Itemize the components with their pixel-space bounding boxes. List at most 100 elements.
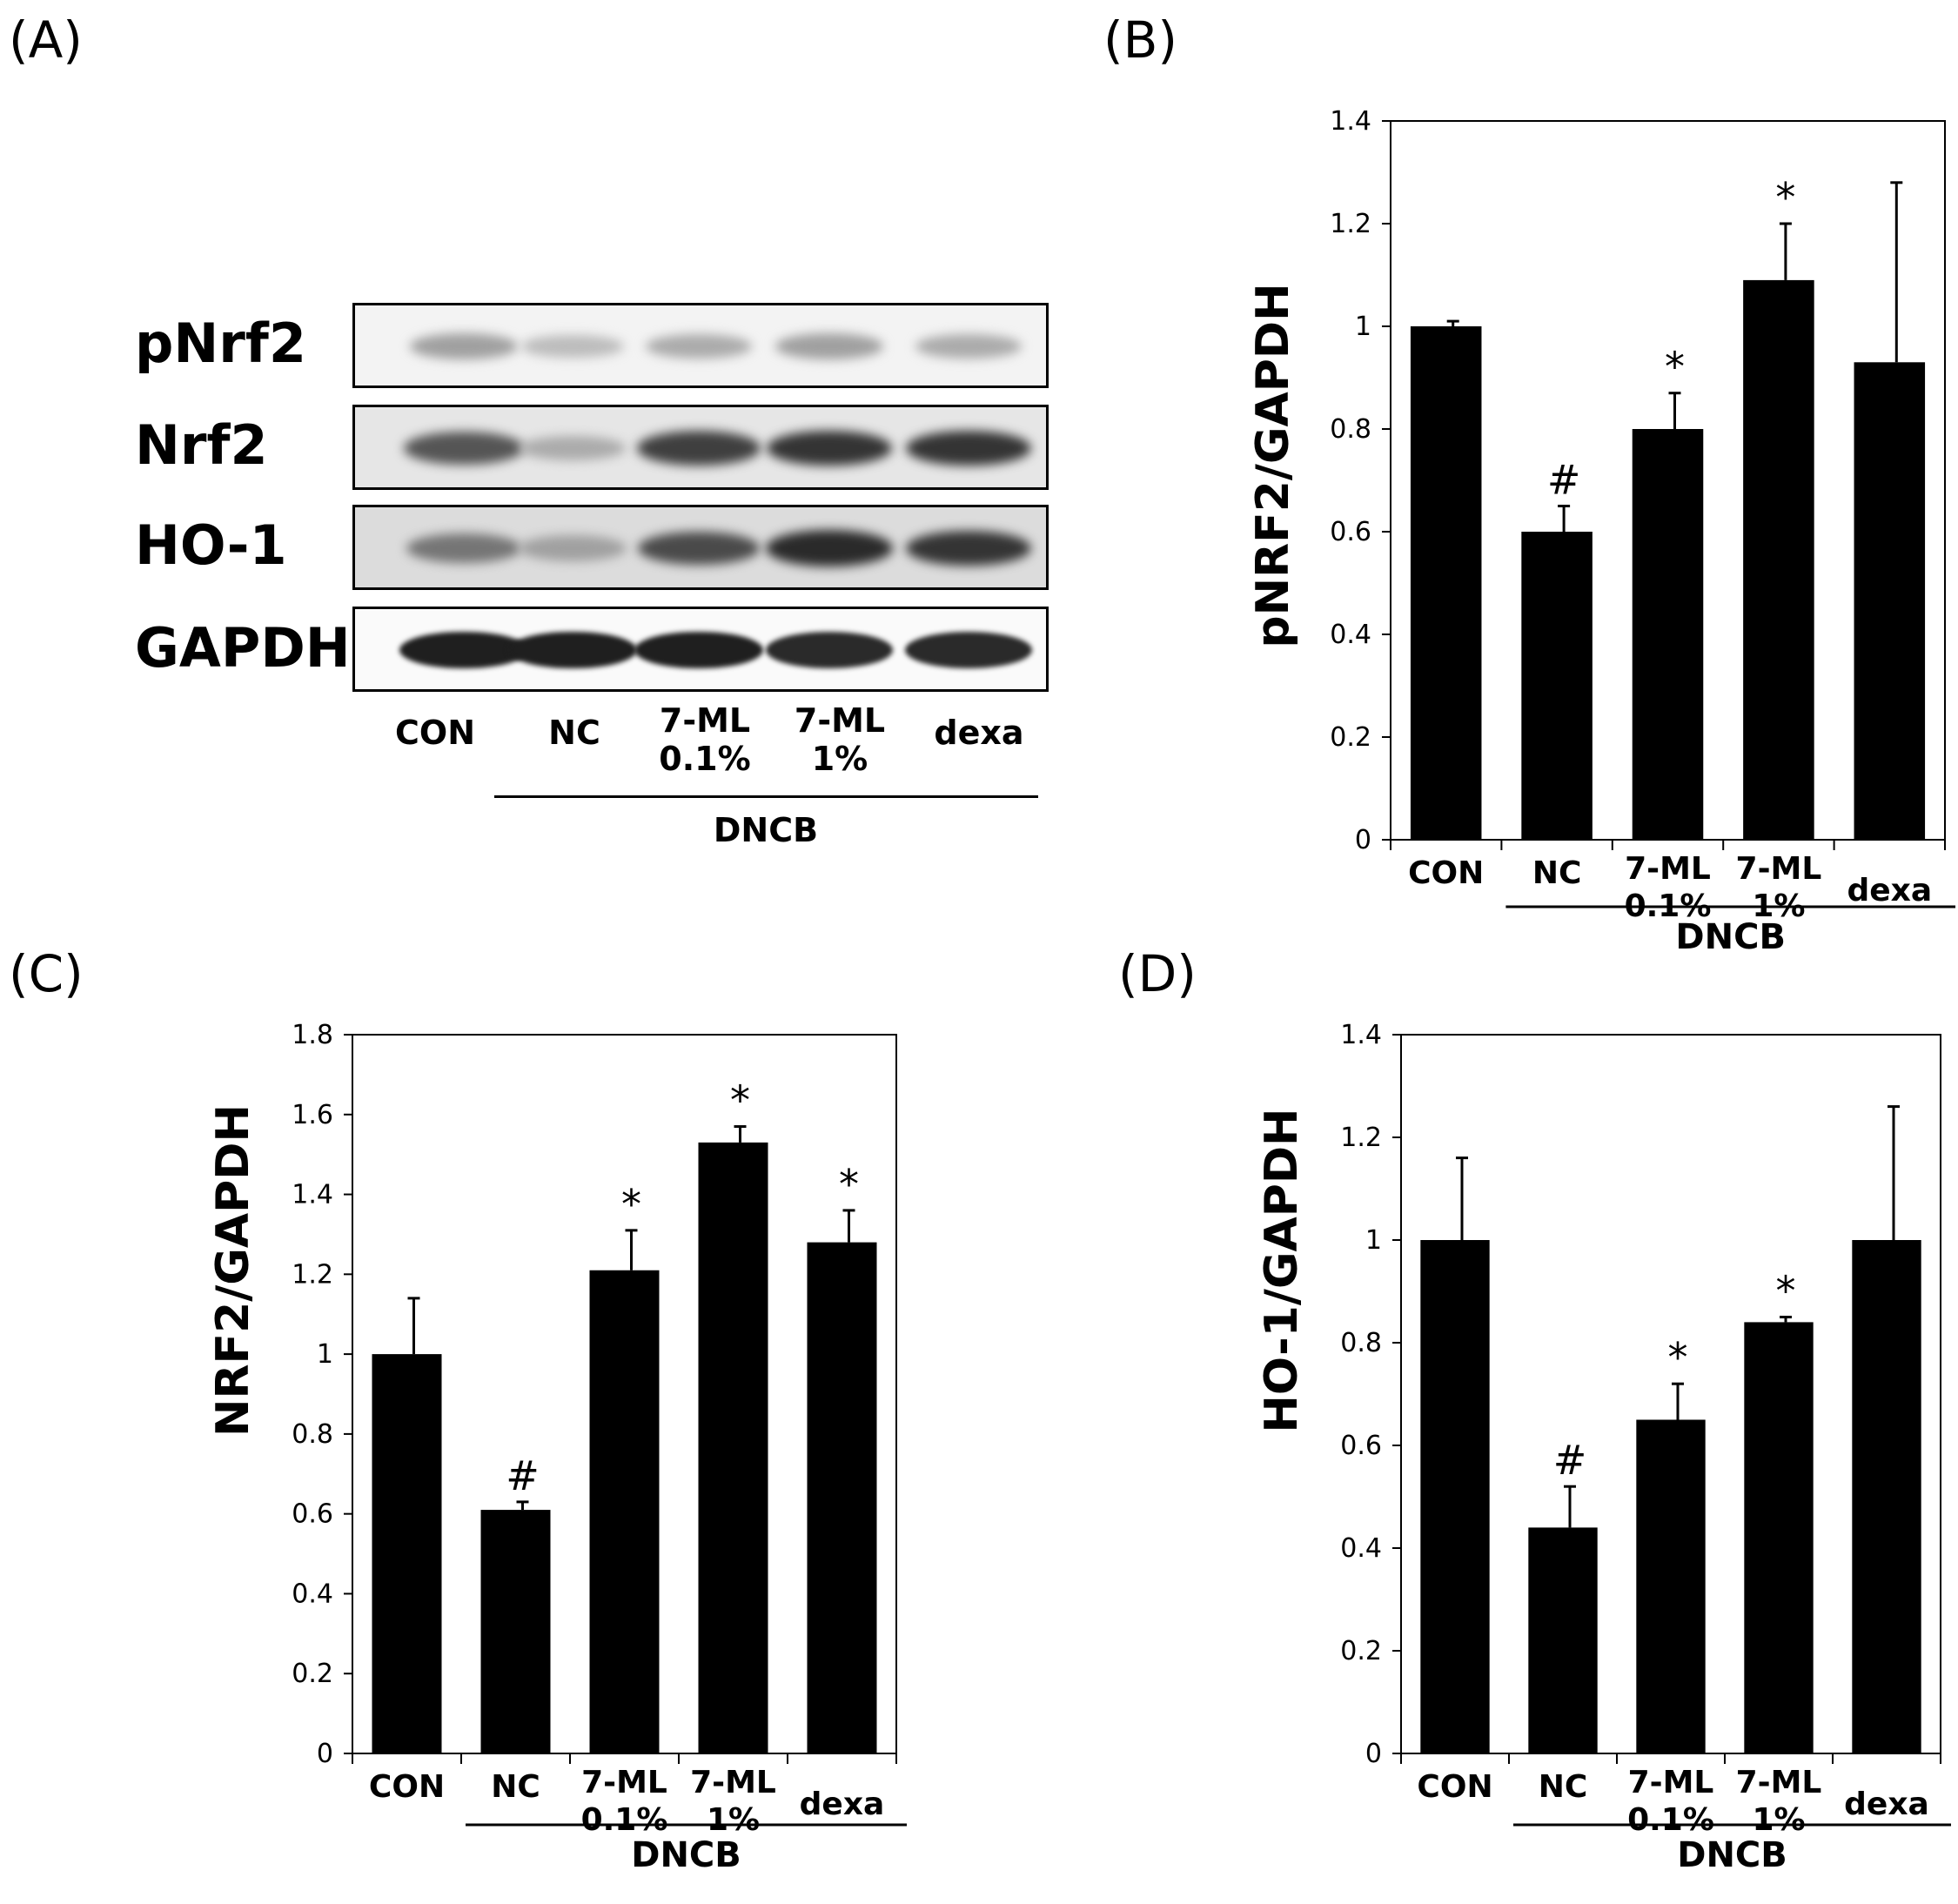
- significance-mark: *: [839, 1161, 859, 1208]
- lane-label: 7-ML 0.1%: [659, 701, 751, 778]
- y-tick-label: 1.4: [1340, 1020, 1382, 1050]
- y-axis-label: NRF2/GAPDH: [207, 1104, 259, 1437]
- dncb-group-label: DNCB: [631, 1835, 741, 1875]
- y-tick-label: 0.2: [1330, 722, 1371, 753]
- dncb-group-line: [494, 795, 1038, 798]
- blot-band: [399, 631, 528, 669]
- y-tick-label: 0.6: [292, 1499, 333, 1530]
- blot-strip-ho1: [352, 505, 1049, 590]
- bar: [480, 1510, 551, 1753]
- lane-label: 7-ML 1%: [794, 701, 886, 778]
- x-tick-label: dexa: [1847, 873, 1932, 908]
- dncb-group-label: DNCB: [713, 811, 819, 849]
- dncb-group-label: DNCB: [1675, 917, 1786, 957]
- y-tick-label: 0.8: [1340, 1328, 1382, 1358]
- significance-mark: #: [1553, 1437, 1587, 1484]
- lane-label: NC: [548, 714, 600, 752]
- blot-band: [905, 632, 1032, 668]
- blot-band: [906, 530, 1031, 567]
- panel-letter-c: (C): [9, 944, 84, 1003]
- x-tick-label: 7-ML: [1625, 851, 1711, 887]
- y-tick-label: 0.6: [1340, 1431, 1382, 1461]
- bar: [589, 1270, 660, 1753]
- x-tick-label: dexa: [1844, 1787, 1929, 1822]
- blot-band: [638, 531, 760, 566]
- blot-row-label: HO-1: [135, 513, 287, 577]
- x-tick-label: 7-ML: [581, 1765, 667, 1800]
- blot-band: [634, 631, 763, 669]
- x-tick-label: 7-ML: [690, 1765, 776, 1800]
- y-tick-label: 1: [1355, 312, 1371, 342]
- x-tick-label: 0.1%: [581, 1802, 668, 1838]
- blot-row-label: pNrf2: [135, 312, 306, 375]
- x-tick-label: CON: [1417, 1769, 1492, 1805]
- y-tick-label: 1.2: [1340, 1123, 1382, 1153]
- y-tick-label: 0.6: [1330, 517, 1371, 547]
- y-tick-label: 0.2: [292, 1659, 333, 1689]
- blot-row-label: GAPDH: [135, 616, 351, 680]
- blot-band: [406, 533, 521, 564]
- significance-mark: *: [1776, 1268, 1796, 1315]
- significance-mark: #: [506, 1452, 540, 1499]
- blot-band: [520, 435, 626, 461]
- significance-mark: *: [1665, 344, 1685, 391]
- y-tick-label: 1.2: [292, 1259, 333, 1290]
- bar: [1521, 532, 1593, 840]
- significance-mark: *: [1775, 174, 1795, 221]
- bar: [1420, 1240, 1490, 1753]
- lane-label: CON: [395, 714, 475, 752]
- blot-band: [404, 432, 524, 465]
- y-tick-label: 0.2: [1340, 1636, 1382, 1666]
- x-tick-label: NC: [491, 1769, 540, 1805]
- y-axis-label: pNRF2/GAPDH: [1247, 283, 1299, 647]
- blot-band: [766, 632, 893, 668]
- blot-band: [767, 430, 892, 466]
- x-tick-label: CON: [369, 1769, 445, 1805]
- x-tick-label: 7-ML: [1736, 851, 1822, 887]
- panel-letter-a: (A): [9, 10, 83, 70]
- blot-strip-pnrf2: [352, 303, 1049, 388]
- bar: [1743, 279, 1814, 840]
- x-tick-label: 1%: [707, 1802, 760, 1838]
- y-tick-label: 0.8: [1330, 414, 1371, 445]
- x-tick-label: NC: [1539, 1769, 1588, 1805]
- bar: [1744, 1322, 1814, 1753]
- y-tick-label: 1.6: [292, 1100, 333, 1130]
- dncb-group-label: DNCB: [1677, 1835, 1787, 1875]
- panel-letter-b: (B): [1103, 10, 1178, 70]
- x-tick-label: NC: [1532, 855, 1582, 891]
- panel-letter-d: (D): [1118, 944, 1197, 1003]
- bar: [372, 1354, 442, 1753]
- y-tick-label: 0.4: [292, 1579, 333, 1609]
- y-tick-label: 1.4: [1330, 106, 1371, 137]
- y-tick-label: 1: [317, 1339, 333, 1370]
- significance-mark: *: [730, 1077, 750, 1124]
- significance-mark: #: [1547, 457, 1581, 504]
- blot-band: [906, 430, 1031, 466]
- bar: [807, 1242, 877, 1753]
- y-tick-label: 0: [1355, 825, 1371, 855]
- blot-band: [508, 631, 637, 669]
- x-tick-label: 1%: [1752, 1802, 1805, 1838]
- blot-band: [637, 431, 761, 466]
- x-tick-label: 7-ML: [1628, 1765, 1714, 1800]
- blot-band: [410, 333, 518, 359]
- x-tick-label: 7-ML: [1736, 1765, 1822, 1800]
- y-tick-label: 0.4: [1340, 1533, 1382, 1564]
- x-tick-label: 0.1%: [1627, 1802, 1714, 1838]
- bar: [1632, 429, 1704, 840]
- y-tick-label: 1.8: [292, 1020, 333, 1050]
- bar: [698, 1142, 768, 1753]
- blot-band: [766, 530, 893, 567]
- y-tick-label: 0: [317, 1739, 333, 1769]
- y-tick-label: 0.4: [1330, 620, 1371, 650]
- bar: [1528, 1527, 1598, 1753]
- bar: [1854, 362, 1926, 840]
- lane-label: dexa: [934, 714, 1024, 752]
- bar: [1410, 326, 1482, 840]
- significance-mark: *: [1668, 1334, 1688, 1381]
- y-tick-label: 0.8: [292, 1419, 333, 1450]
